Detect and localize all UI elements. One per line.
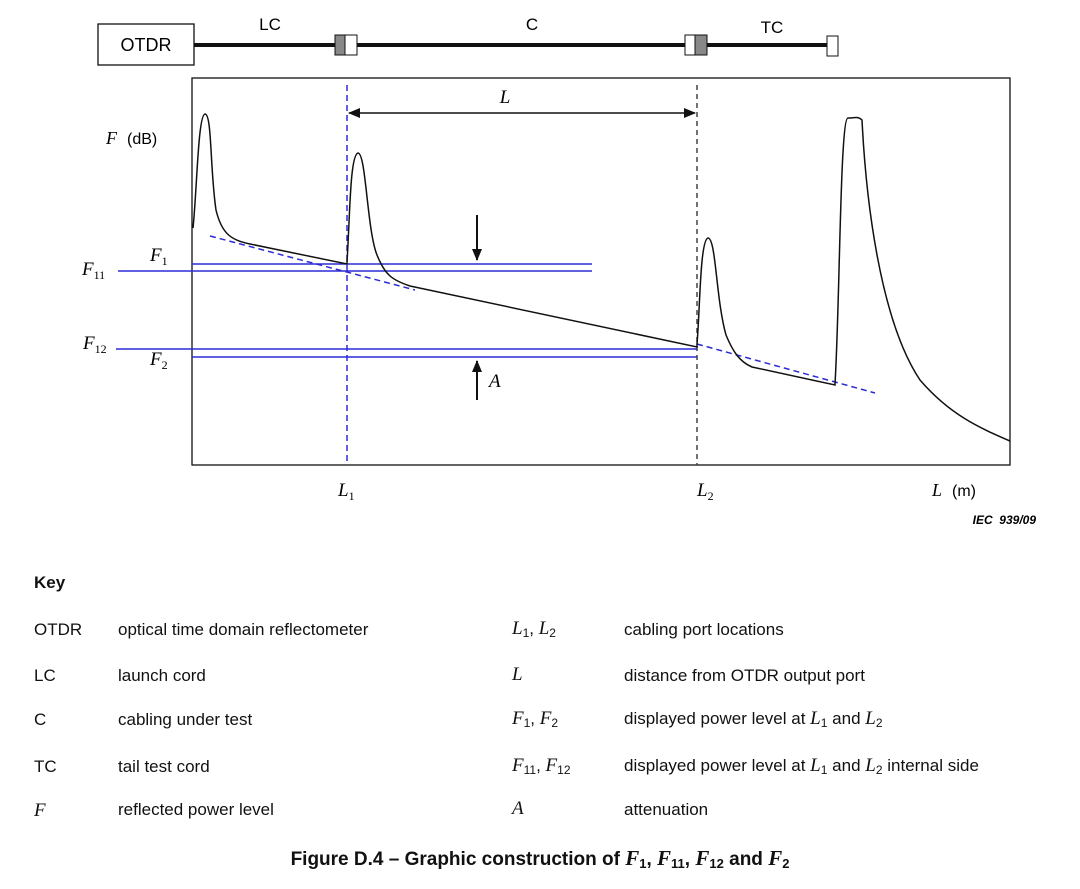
segment-label-tc: TC [761,18,784,37]
connector-1 [334,34,358,56]
key-desc-otdr: optical time domain reflectometer [118,620,369,639]
x-axis-label: L (m) [931,480,976,500]
figure-caption: Figure D.4 – Graphic construction of F1,… [290,846,790,871]
key-term-f11-f12: F11, F12 [512,755,571,777]
key-desc-l1-l2: cabling port locations [624,620,784,639]
key-desc-lc: launch cord [118,666,206,685]
key-term-c: C [34,710,47,729]
extrapolation-line-1 [209,235,416,291]
key-desc-f1-f2: displayed power level at L1 and L2 [624,708,883,730]
tail-end-connector [826,35,839,57]
y-axis-label: F (dB) [105,128,157,148]
f2-label: F2 [149,349,168,372]
key-desc-tc: tail test cord [118,757,210,776]
f1-label: F1 [149,245,168,268]
key-title: Key [34,573,66,592]
extrapolation-line-2 [696,343,876,394]
otdr-box-label: OTDR [121,35,172,55]
key-desc-c: cabling under test [118,710,253,729]
key-term-f1-f2: F1, F2 [512,708,559,730]
key-term-otdr: OTDR [34,620,83,639]
distance-label: L [499,87,511,108]
key-term-l1-l2: L1, L2 [512,618,556,640]
key-desc-f11-f12: displayed power level at L1 and L2 inter… [624,755,979,777]
key-desc-f: reflected power level [118,800,274,819]
key-term-lc: LC [34,666,56,685]
otdr-box [97,23,195,66]
otdr-diagram: OTDR LC C TC F (dB) L F1 F11 F12 F2 [81,15,1037,527]
otdr-trace [192,113,1011,442]
iec-reference: IEC 939/09 [973,513,1037,527]
key-term-l: L [512,664,523,685]
key-term-tc: TC [34,757,57,776]
key-term-a: A [512,798,524,819]
port2-label: L2 [696,480,714,503]
key-desc-l: distance from OTDR output port [624,666,865,685]
connector-2 [684,34,708,56]
f12-label: F12 [82,333,107,356]
attenuation-label: A [487,371,501,392]
key-desc-a: attenuation [624,800,709,819]
segment-label-lc: LC [259,15,281,34]
f11-label: F11 [81,259,105,282]
port1-label: L1 [337,480,355,503]
segment-label-c: C [526,15,538,34]
key-term-f: F [34,800,46,821]
